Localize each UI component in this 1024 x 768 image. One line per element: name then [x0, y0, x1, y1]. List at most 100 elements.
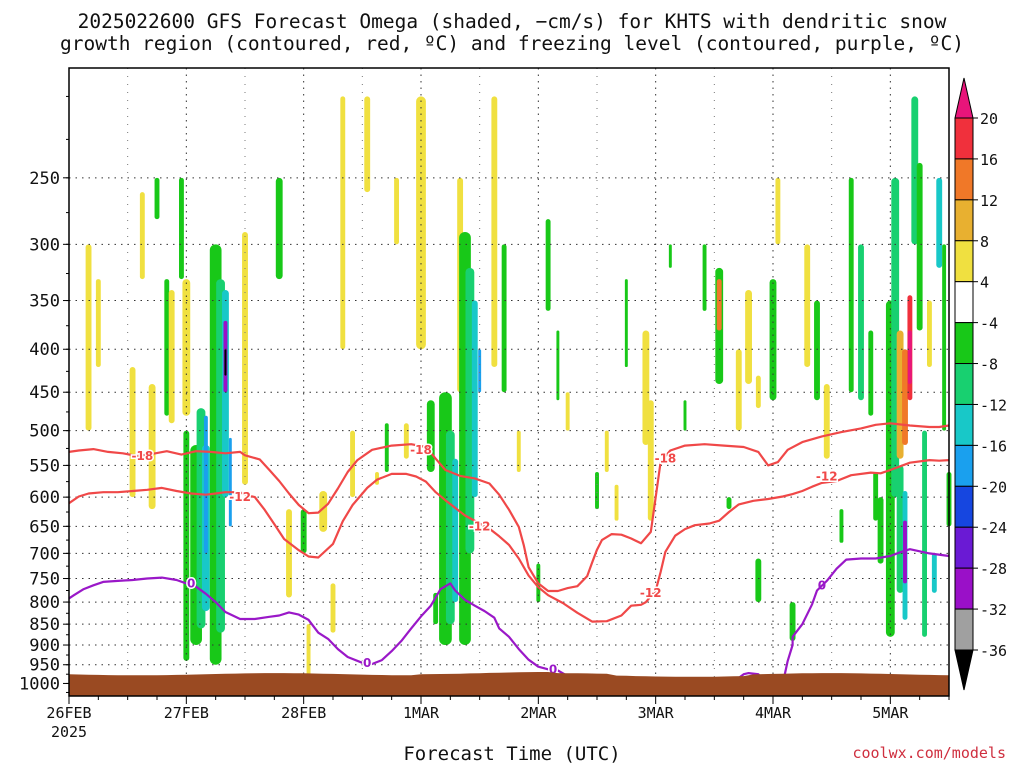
y-tick-label: 600	[29, 488, 60, 508]
omega-blob	[154, 177, 160, 220]
contour-label: 0	[187, 576, 195, 590]
omega-blob	[300, 509, 307, 554]
colorbar-box	[954, 117, 974, 160]
colorbar-label: -24	[980, 519, 1007, 537]
omega-blob	[839, 509, 844, 543]
contour-label: -12	[229, 490, 251, 504]
colorbar-label: -8	[980, 356, 998, 374]
colorbar-box	[954, 608, 974, 651]
colorbar-box	[954, 485, 974, 528]
omega-blob	[306, 624, 311, 684]
omega-blob	[789, 602, 796, 641]
omega-blob	[702, 244, 707, 311]
y-tick-label: 950	[29, 656, 60, 676]
contour-line	[68, 422, 950, 593]
omega-blob	[896, 465, 904, 593]
omega-blob	[242, 231, 248, 485]
omega-blob	[364, 96, 371, 193]
contour-label: -12	[816, 470, 838, 484]
omega-blob	[516, 430, 521, 472]
x-tick-sublabel: 2025	[51, 723, 87, 741]
omega-blob	[848, 177, 854, 393]
omega-blob	[179, 177, 184, 280]
y-tick-label: 800	[29, 593, 60, 613]
omega-blob	[139, 192, 145, 280]
x-tick-label: 5MAR	[872, 704, 909, 722]
colorbar-label: -20	[980, 478, 1007, 496]
omega-blob	[203, 415, 208, 554]
contour-label: -18	[410, 443, 432, 457]
credit-link[interactable]: coolwx.com/models	[852, 744, 1006, 762]
omega-blob	[164, 279, 170, 416]
omega-blob	[182, 279, 191, 416]
omega-blob	[804, 244, 811, 368]
omega-blob	[726, 497, 732, 510]
omega-blob	[85, 244, 92, 431]
omega-blob	[416, 96, 426, 350]
omega-blob	[319, 491, 328, 532]
x-tick-label: 1MAR	[403, 704, 440, 722]
contour-label: -18	[131, 449, 153, 463]
y-tick-label: 350	[29, 292, 60, 312]
contour-label: 0	[363, 656, 371, 670]
contour-line	[68, 576, 589, 695]
y-tick-label: 550	[29, 456, 60, 476]
omega-blob	[647, 400, 654, 521]
y-tick-label: 300	[29, 235, 60, 255]
omega-blob	[426, 400, 435, 472]
omega-blob	[936, 177, 943, 268]
y-tick-label: 900	[29, 636, 60, 656]
contour-label: -18	[655, 452, 677, 466]
omega-blob	[403, 423, 409, 459]
omega-blob	[927, 300, 932, 368]
omega-blob	[565, 392, 570, 431]
colorbar-box	[954, 403, 974, 446]
omega-blob	[775, 177, 781, 245]
omega-blob	[911, 96, 919, 245]
y-tick-label: 650	[29, 517, 60, 537]
x-tick-label: 4MAR	[755, 704, 792, 722]
x-tick-label: 26FEB	[46, 704, 91, 722]
omega-blob	[931, 553, 937, 593]
omega-blob	[907, 330, 912, 385]
omega-blob	[942, 244, 947, 431]
omega-blob	[903, 520, 907, 584]
colorbar-box	[954, 526, 974, 569]
colorbar-label: -12	[980, 396, 1007, 414]
omega-blob	[755, 558, 762, 603]
omega-blob	[814, 300, 820, 401]
omega-blob	[340, 96, 346, 350]
omega-blob	[683, 400, 687, 431]
colorbar-label: -36	[980, 642, 1007, 660]
omega-shading-field	[85, 96, 952, 684]
omega-blob	[873, 471, 879, 521]
omega-blob	[501, 244, 507, 393]
omega-blob	[769, 279, 777, 401]
omega-blob	[877, 497, 884, 564]
x-tick-label: 28FEB	[281, 704, 326, 722]
colorbar-label: 8	[980, 233, 989, 251]
colorbar-box	[954, 444, 974, 487]
omega-blob	[735, 349, 742, 431]
omega-blob	[394, 177, 399, 245]
chart-title-line-1: 2025022600 GFS Forecast Omega (shaded, −…	[77, 10, 947, 33]
x-tick-label: 27FEB	[164, 704, 209, 722]
colorbar-box	[954, 281, 974, 324]
omega-blob	[478, 349, 482, 393]
x-axis-label: Forecast Time (UTC)	[403, 743, 621, 765]
omega-blob	[95, 279, 101, 368]
chart-title-line-2: growth region (contoured, red, ºC) and f…	[60, 32, 964, 55]
omega-blob	[868, 330, 874, 416]
contour-label: -12	[469, 519, 491, 533]
omega-blob	[491, 96, 498, 368]
colorbar-label: -4	[980, 315, 998, 333]
colorbar-box	[954, 158, 974, 201]
colorbar-label: 16	[980, 151, 998, 169]
omega-blob	[275, 177, 283, 280]
omega-blob	[330, 583, 336, 633]
omega-blob	[614, 484, 619, 521]
omega-blob	[224, 349, 227, 376]
